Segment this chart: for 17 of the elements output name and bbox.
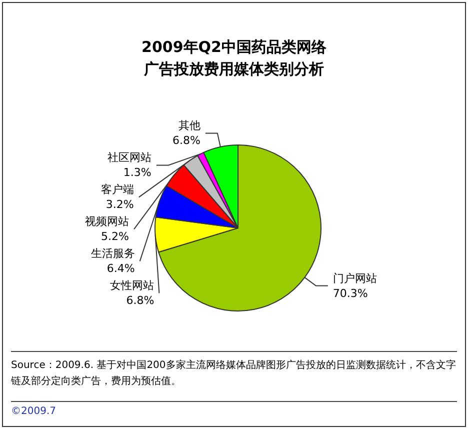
data-label: 3.2% xyxy=(106,198,134,212)
data-label: 6.8% xyxy=(126,294,154,308)
source-note: Source：2009.6. 基于对中国200多家主流网络媒体品牌图形广告投放的日监测数据统计，不含文字链及部分定向类广告，费用为预估值。 xyxy=(11,351,457,390)
text: ©2009.7 xyxy=(11,401,457,417)
data-label: 6.4% xyxy=(106,262,135,276)
slice-label: 社区网站 xyxy=(107,151,152,164)
slice-label: 门户网站 xyxy=(332,272,377,285)
slice-label: 视频网站 xyxy=(85,215,130,228)
slice-label: 生活服务 xyxy=(90,247,135,260)
slice-label: 其他 xyxy=(178,119,200,132)
data-label: 6.8% xyxy=(172,134,200,148)
data-label: 5.2% xyxy=(101,230,130,244)
chart-title: 2009年Q2中国药品类网络广告投放费用媒体类别分析 xyxy=(142,38,328,78)
slice-label: 客户端 xyxy=(100,183,134,196)
data-label: 1.3% xyxy=(123,166,152,180)
data-label: 70.3% xyxy=(332,286,368,300)
slice-label: 女性网站 xyxy=(110,279,154,292)
